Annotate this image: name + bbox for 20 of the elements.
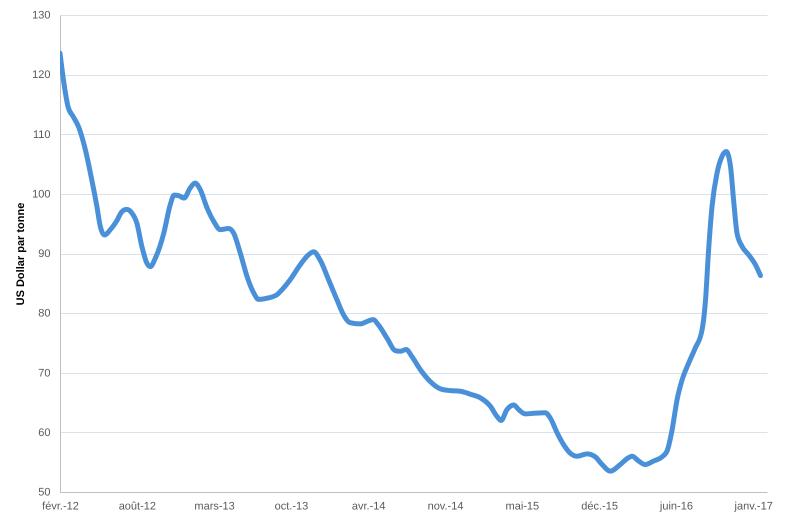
x-tick-label: mai-15 bbox=[506, 500, 540, 512]
x-tick-label: mars-13 bbox=[194, 500, 235, 512]
y-tick-label: 110 bbox=[32, 128, 50, 141]
y-tick-label: 90 bbox=[38, 248, 50, 260]
y-tick-label: 70 bbox=[38, 367, 50, 380]
y-tick-label: 100 bbox=[32, 188, 50, 200]
x-tick-label: avr.-14 bbox=[352, 500, 386, 512]
x-tick-label: déc.-15 bbox=[581, 500, 618, 512]
x-tick-label: août-12 bbox=[118, 500, 156, 512]
y-tick-label: 130 bbox=[32, 10, 50, 22]
x-tick-label: févr.-12 bbox=[42, 500, 79, 512]
x-tick-label: janv.-17 bbox=[734, 500, 773, 512]
y-tick-label: 50 bbox=[38, 486, 50, 498]
x-tick-label: oct.-13 bbox=[274, 500, 308, 512]
x-tick-label: juin-16 bbox=[658, 500, 693, 512]
y-tick-label: 120 bbox=[32, 69, 50, 82]
y-tick-label: 80 bbox=[38, 308, 50, 320]
y-tick-label: 60 bbox=[38, 426, 50, 439]
x-tick-label: nov.-14 bbox=[428, 500, 464, 512]
y-axis-title: US Dollar par tonne bbox=[15, 202, 28, 306]
